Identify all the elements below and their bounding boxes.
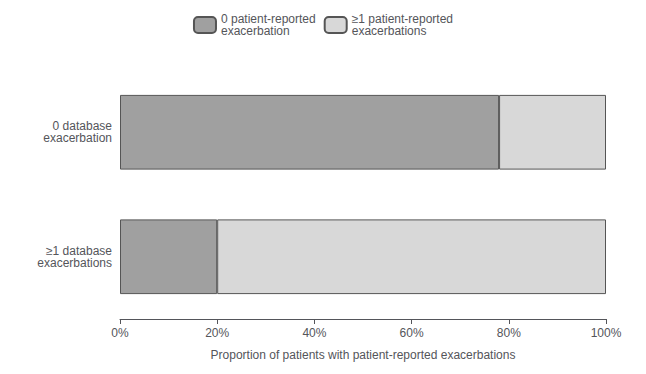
svg-text:100%: 100% bbox=[591, 326, 622, 340]
svg-text:≥1 database: ≥1 database bbox=[46, 243, 112, 258]
svg-text:exacerbation: exacerbation bbox=[221, 24, 290, 38]
svg-text:0 database: 0 database bbox=[52, 119, 112, 134]
svg-text:exacerbations: exacerbations bbox=[37, 256, 112, 270]
svg-text:20%: 20% bbox=[205, 326, 229, 340]
svg-text:≥1 patient-reported: ≥1 patient-reported bbox=[351, 12, 453, 26]
svg-text:exacerbation: exacerbation bbox=[43, 131, 112, 145]
svg-text:Proportion of patients with pa: Proportion of patients with patient-repo… bbox=[211, 348, 516, 362]
svg-text:exacerbations: exacerbations bbox=[352, 24, 427, 38]
svg-text:0%: 0% bbox=[111, 326, 129, 340]
svg-text:40%: 40% bbox=[302, 326, 326, 340]
svg-text:60%: 60% bbox=[400, 326, 424, 340]
svg-text:0 patient-reported: 0 patient-reported bbox=[221, 12, 316, 26]
svg-text:80%: 80% bbox=[497, 326, 521, 340]
